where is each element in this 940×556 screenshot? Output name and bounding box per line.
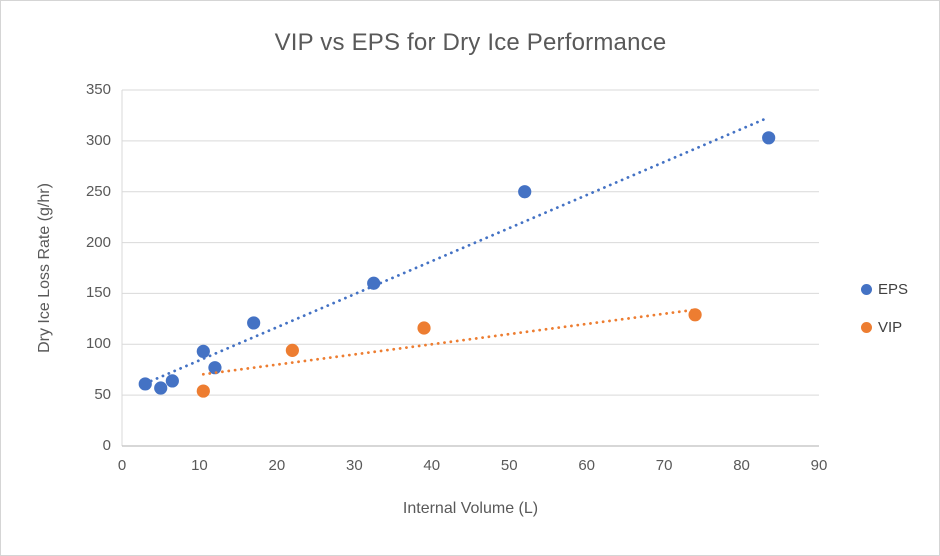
y-axis-title: Dry Ice Loss Rate (g/hr) xyxy=(36,183,53,353)
eps-data-point[interactable] xyxy=(138,377,152,391)
y-tick-label: 300 xyxy=(85,131,111,149)
vip-trendline xyxy=(201,308,697,376)
vip-legend-marker-icon xyxy=(861,322,872,333)
y-tick-label: 0 xyxy=(102,437,111,454)
x-tick-label: 0 xyxy=(117,457,127,474)
legend-item-vip[interactable]: VIP xyxy=(861,319,902,336)
eps-data-point[interactable] xyxy=(165,374,179,388)
x-tick-label: 90 xyxy=(810,457,828,474)
x-tick-label: 80 xyxy=(733,457,750,474)
eps-data-point[interactable] xyxy=(367,276,381,290)
eps-data-point[interactable] xyxy=(196,344,210,359)
legend: EPS VIP xyxy=(857,1,937,555)
x-tick-label: 40 xyxy=(423,457,441,474)
y-tick-label: 350 xyxy=(85,81,111,98)
vip-data-point[interactable] xyxy=(417,321,431,335)
vip-data-point[interactable] xyxy=(285,343,299,357)
eps-trendline xyxy=(143,115,771,385)
legend-label-eps: EPS xyxy=(878,281,909,298)
legend-label-vip: VIP xyxy=(878,319,903,336)
x-axis-title: Internal Volume (L) xyxy=(402,500,539,517)
legend-item-eps[interactable]: EPS xyxy=(861,281,908,298)
y-tick-label: 50 xyxy=(94,386,111,404)
y-tick-label: 200 xyxy=(85,233,111,251)
x-tick-label: 10 xyxy=(191,457,208,474)
chart-title: VIP vs EPS for Dry Ice Performance xyxy=(274,29,667,56)
y-tick-label: 250 xyxy=(85,182,111,200)
eps-data-point[interactable] xyxy=(762,131,776,145)
vip-data-point[interactable] xyxy=(688,308,702,322)
eps-data-point[interactable] xyxy=(154,381,168,395)
x-tick-label: 20 xyxy=(268,457,286,474)
eps-data-point[interactable] xyxy=(518,185,532,199)
x-tick-label: 30 xyxy=(345,457,363,474)
x-tick-label: 70 xyxy=(655,457,673,474)
y-tick-label: 150 xyxy=(85,284,111,302)
eps-data-point[interactable] xyxy=(208,361,222,375)
vip-data-point[interactable] xyxy=(196,384,210,398)
x-tick-label: 60 xyxy=(578,457,595,474)
eps-data-point[interactable] xyxy=(247,316,261,330)
eps-legend-marker-icon xyxy=(861,284,872,295)
x-tick-label: 50 xyxy=(500,457,518,474)
y-tick-label: 100 xyxy=(85,335,111,353)
